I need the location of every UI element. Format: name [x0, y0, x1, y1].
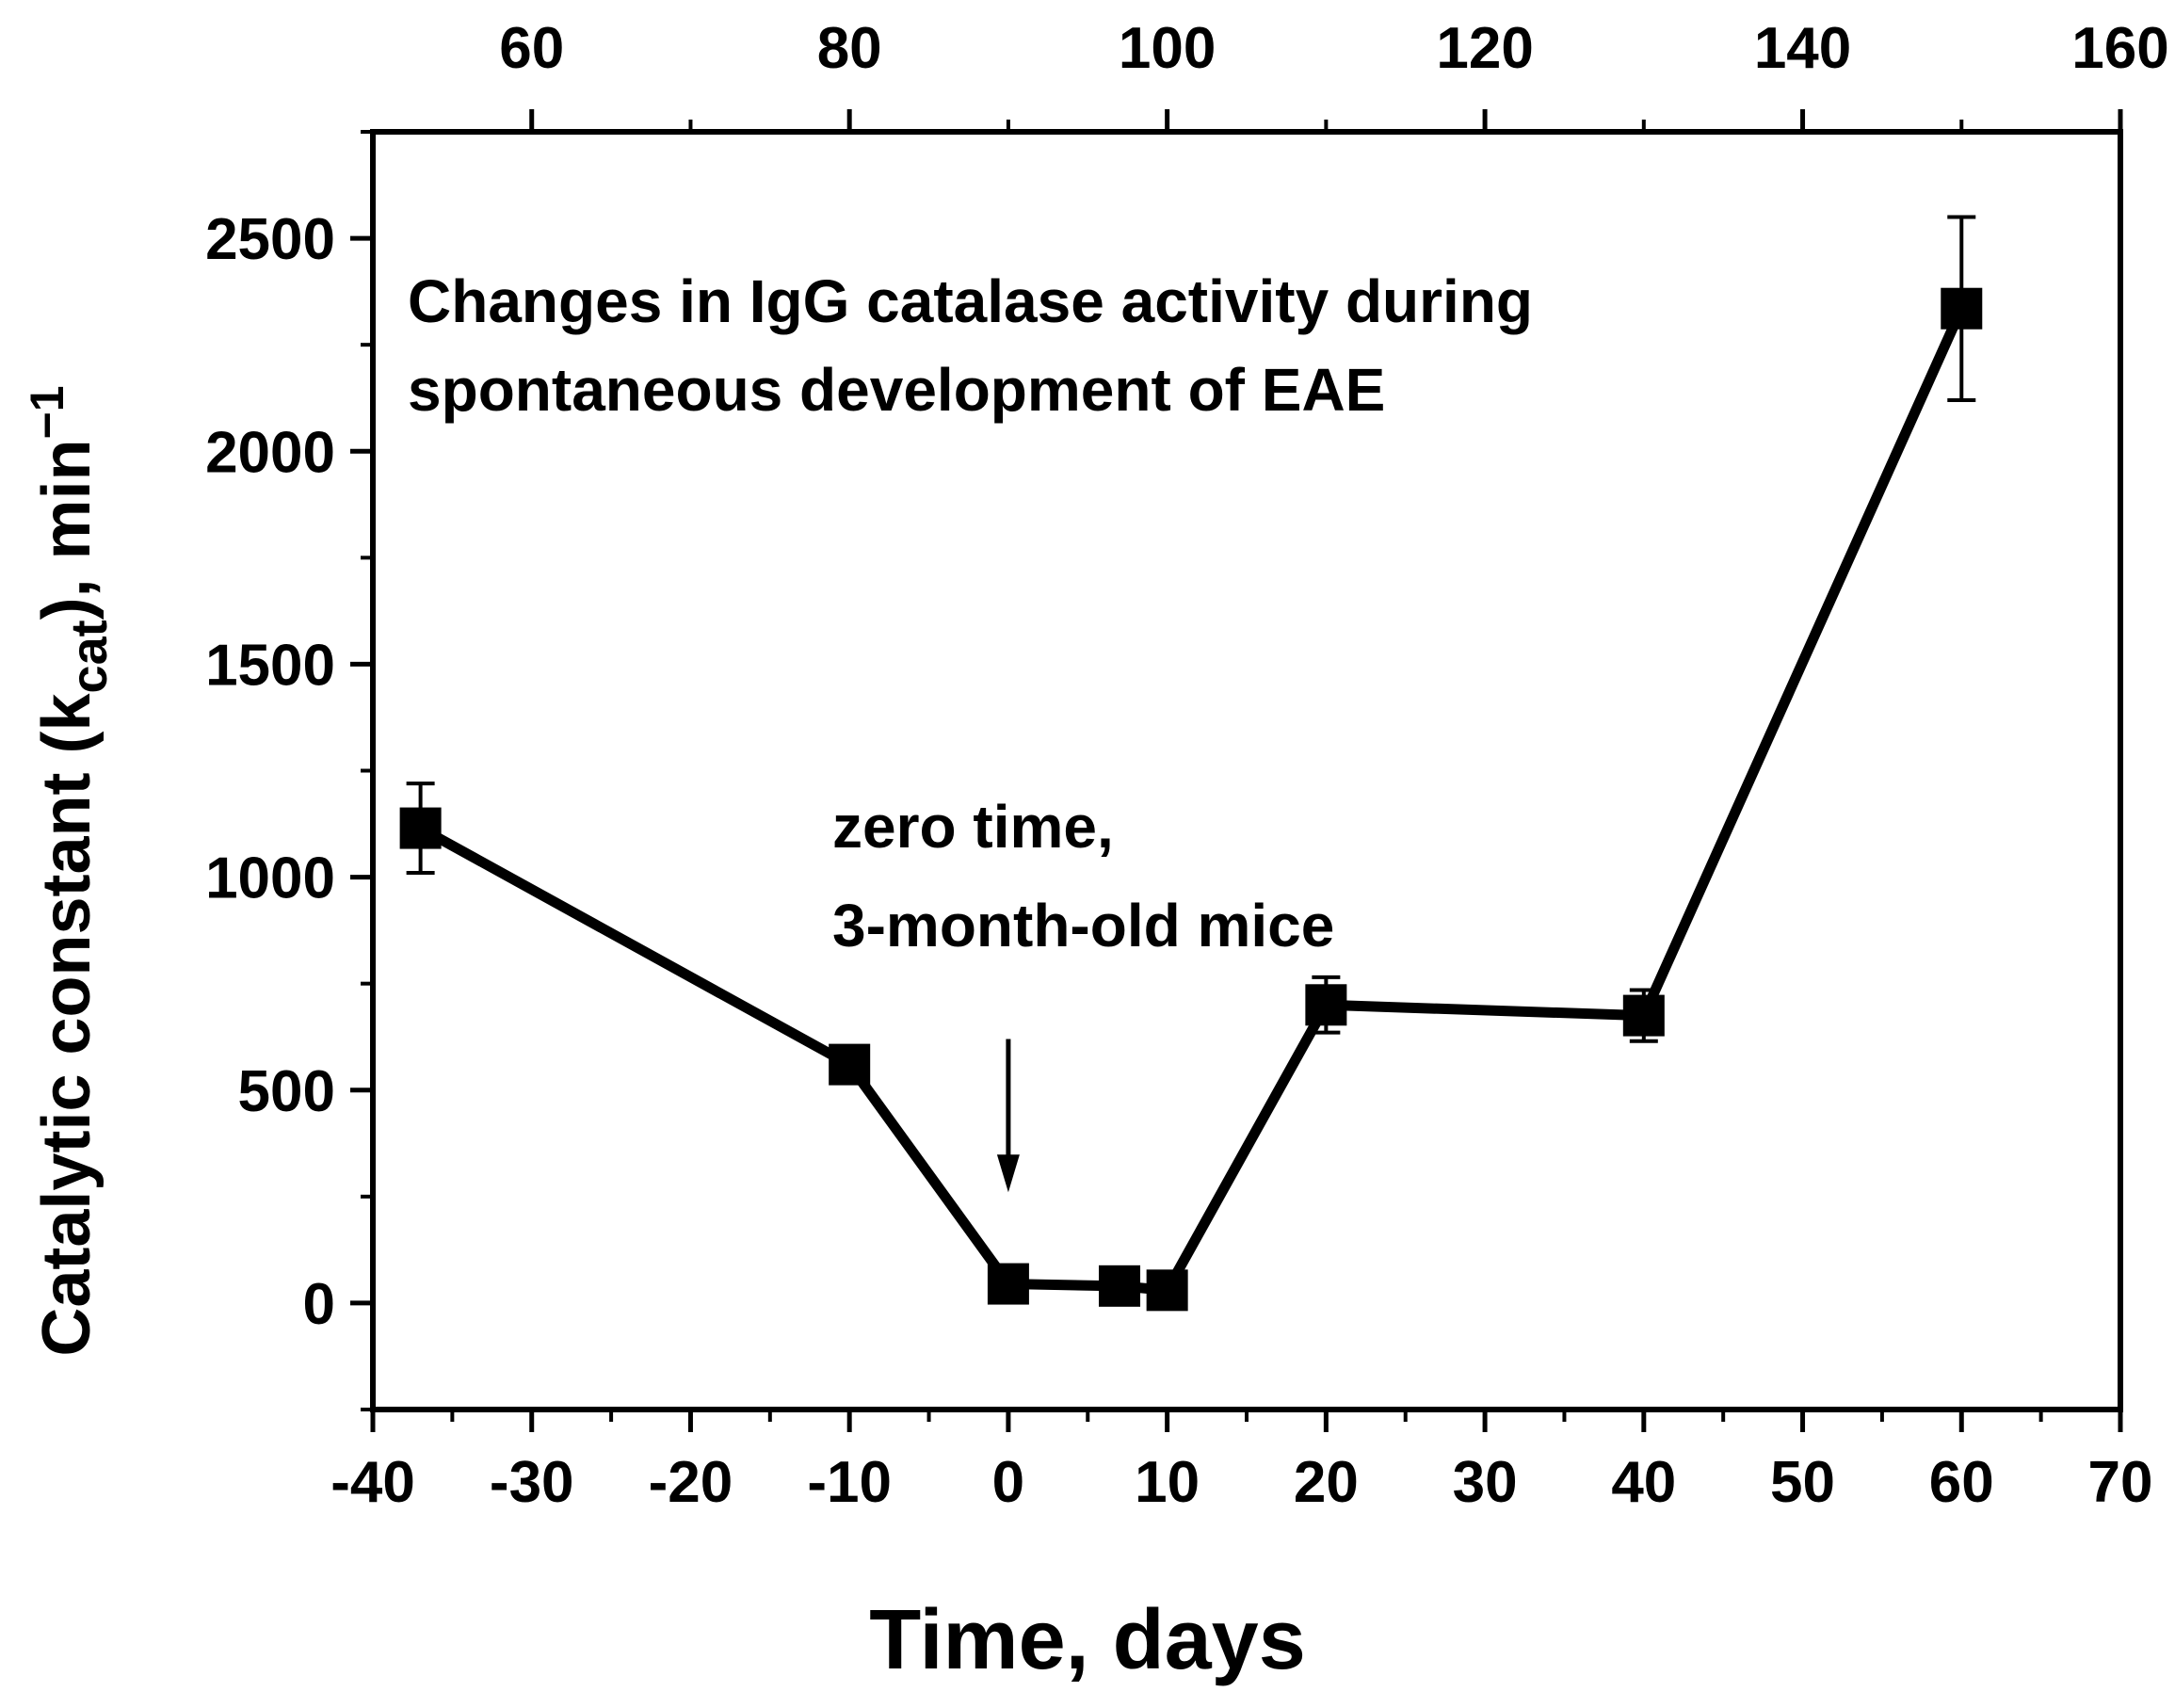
x-tick-label: -30	[490, 1450, 574, 1515]
x-tick-label: -20	[649, 1450, 733, 1515]
top-tick-label: 160	[2071, 16, 2168, 81]
top-axis-ticks: 60 80 100 120 140 160	[499, 16, 2169, 132]
x-tick-label: 10	[1135, 1450, 1200, 1515]
data-point	[829, 1043, 871, 1086]
data-point	[1099, 1265, 1141, 1307]
x-tick-label: -40	[330, 1450, 415, 1515]
data-point	[1941, 287, 1983, 330]
zero-time-annotation-line1: zero time,	[832, 793, 1114, 861]
x-tick-label: 20	[1294, 1450, 1359, 1515]
y-tick-label: 500	[238, 1059, 335, 1124]
data-point	[399, 807, 442, 849]
chart-annotation-title-line2: spontaneous development of EAE	[408, 356, 1385, 424]
y-tick-label: 2500	[205, 207, 335, 272]
x-tick-label: -10	[807, 1450, 892, 1515]
series-line	[417, 306, 1967, 1296]
chart-annotation-title-line1: Changes in IgG catalase activity during	[408, 267, 1533, 335]
top-tick-label: 80	[817, 16, 882, 81]
zero-time-annotation-line2: 3-month-old mice	[832, 892, 1334, 959]
data-point	[987, 1263, 1029, 1305]
top-tick-label: 60	[499, 16, 564, 81]
x-tick-label: 50	[1770, 1450, 1835, 1515]
data-series	[399, 215, 1983, 1312]
data-point	[1305, 984, 1347, 1026]
y-tick-label: 1500	[205, 633, 335, 698]
x-axis-ticks: -40 -30 -20 -10 0 10 20 30 40 50 60 70	[330, 1410, 2152, 1515]
x-tick-label: 0	[992, 1450, 1024, 1515]
arrow-head	[996, 1154, 1020, 1193]
x-tick-label: 70	[2088, 1450, 2153, 1515]
x-tick-label: 60	[1929, 1450, 1994, 1515]
y-tick-label: 1000	[205, 846, 335, 911]
y-tick-label: 0	[303, 1272, 335, 1337]
y-axis-title: Catalytic constant (kcat), min−1	[21, 385, 118, 1356]
zero-time-arrow	[996, 1039, 1020, 1193]
top-tick-label: 140	[1754, 16, 1851, 81]
top-tick-label: 100	[1119, 16, 1216, 81]
top-tick-label: 120	[1436, 16, 1533, 81]
x-tick-label: 40	[1611, 1450, 1676, 1515]
y-axis-ticks: 0 500 1000 1500 2000 2500	[205, 130, 373, 1411]
x-axis-title: Time, days	[869, 1593, 1306, 1687]
x-tick-label: 30	[1453, 1450, 1518, 1515]
data-point	[1622, 994, 1665, 1037]
data-point	[1146, 1269, 1188, 1312]
y-tick-label: 2000	[205, 420, 335, 485]
